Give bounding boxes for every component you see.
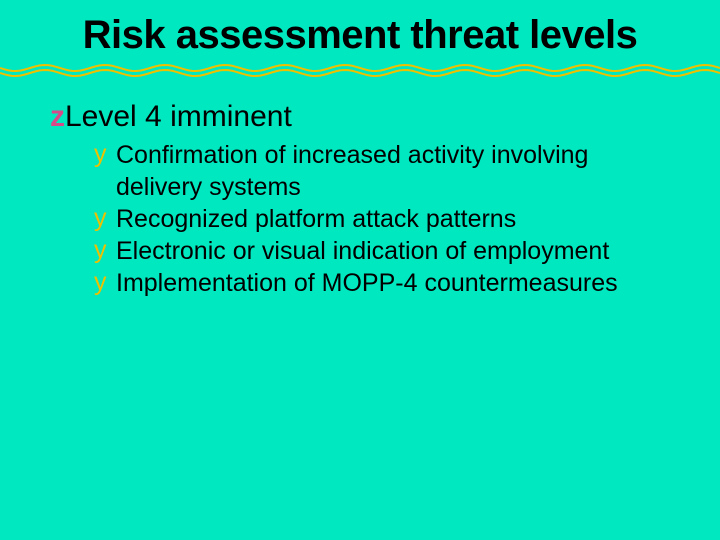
bullet-level2-item: y Implementation of MOPP-4 countermeasur…	[94, 267, 680, 299]
bullet-glyph-level1: z	[50, 100, 65, 133]
bullet-level2-item: y Recognized platform attack patterns	[94, 203, 680, 235]
divider-wave-icon	[0, 64, 720, 78]
bullet-level2-item: y Electronic or visual indication of emp…	[94, 235, 680, 267]
bullet-text-level2: Implementation of MOPP-4 countermeasures	[116, 267, 680, 299]
bullet-glyph-level2: y	[94, 139, 116, 170]
bullet-text-level2: Electronic or visual indication of emplo…	[116, 235, 680, 267]
bullet-text-level1: Level 4 imminent	[65, 100, 292, 133]
bullet-text-level2: Confirmation of increased activity invol…	[116, 139, 680, 203]
bullet-level2-item: y Confirmation of increased activity inv…	[94, 139, 680, 203]
bullet-glyph-level2: y	[94, 203, 116, 234]
bullet-level2-list: y Confirmation of increased activity inv…	[94, 139, 680, 299]
slide: Risk assessment threat levels zLevel 4 i…	[0, 0, 720, 540]
title-divider	[40, 64, 680, 76]
slide-title: Risk assessment threat levels	[80, 12, 640, 58]
bullet-glyph-level2: y	[94, 235, 116, 266]
bullet-level1: zLevel 4 imminent	[50, 100, 680, 133]
bullet-glyph-level2: y	[94, 267, 116, 298]
bullet-text-level2: Recognized platform attack patterns	[116, 203, 680, 235]
